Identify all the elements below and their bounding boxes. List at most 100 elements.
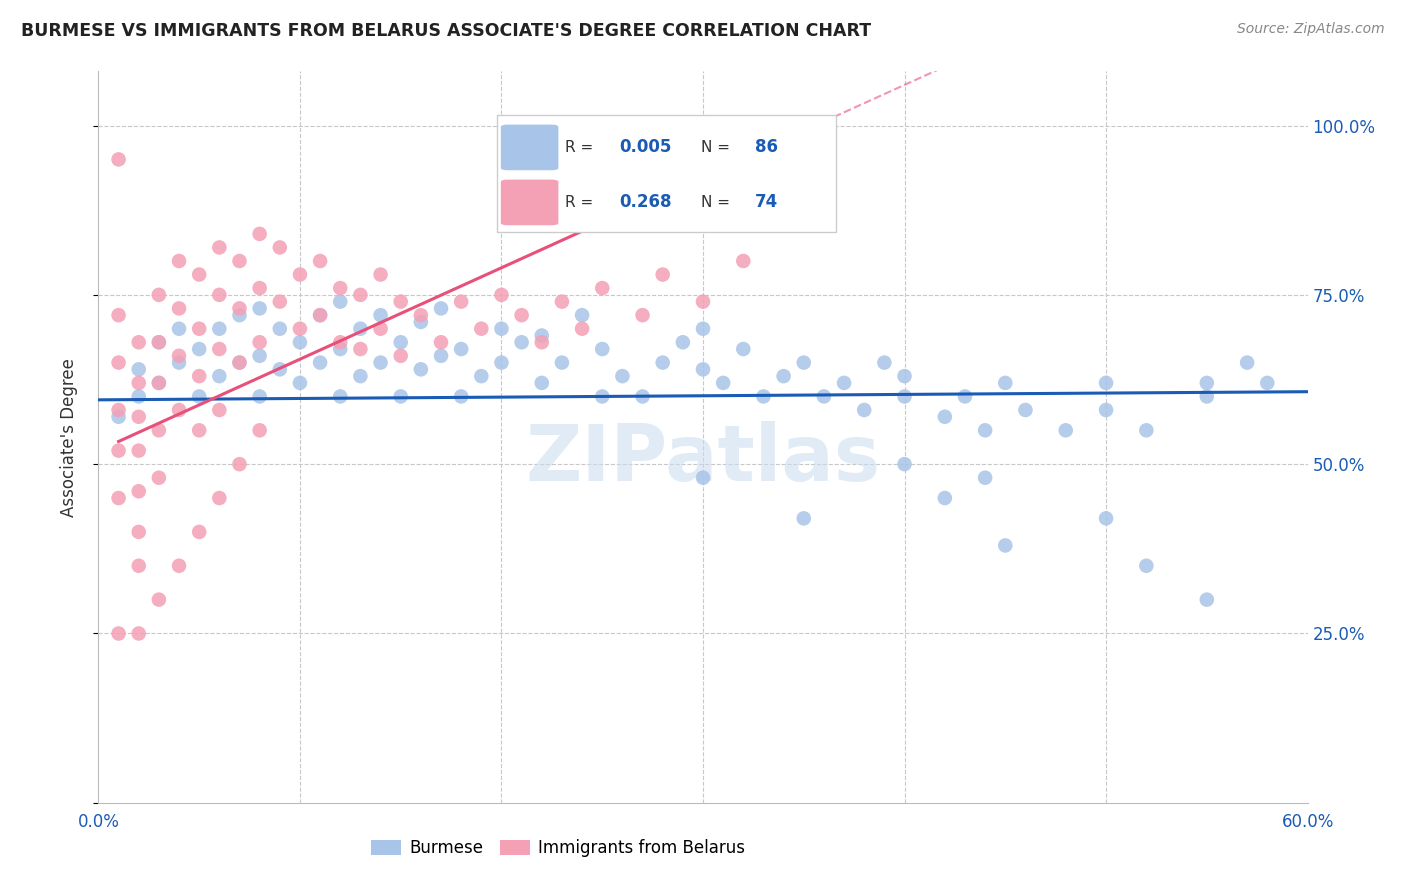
Point [329, 281, 352, 295]
Point [470, 369, 492, 384]
Point [551, 294, 574, 309]
Point [692, 362, 714, 376]
Point [249, 423, 271, 437]
Point [208, 403, 231, 417]
Point [208, 288, 231, 302]
Point [309, 308, 332, 322]
Point [733, 342, 755, 356]
Point [530, 328, 553, 343]
Point [491, 288, 513, 302]
Point [692, 471, 714, 485]
Point [450, 294, 472, 309]
Point [893, 457, 915, 471]
Point [510, 335, 533, 350]
Point [148, 471, 170, 485]
Point [208, 322, 231, 336]
Point [148, 376, 170, 390]
Point [107, 153, 129, 167]
Text: Source: ZipAtlas.com: Source: ZipAtlas.com [1237, 22, 1385, 37]
Point [530, 376, 553, 390]
Point [752, 389, 775, 403]
Point [269, 322, 291, 336]
Point [107, 626, 129, 640]
Point [853, 403, 876, 417]
Point [208, 369, 231, 384]
Point [309, 308, 332, 322]
Point [1195, 592, 1218, 607]
Point [228, 254, 250, 268]
Point [167, 301, 190, 316]
Point [249, 227, 271, 241]
Point [692, 322, 714, 336]
Point [148, 335, 170, 350]
Point [832, 376, 855, 390]
Point [309, 254, 332, 268]
Point [1095, 403, 1118, 417]
Point [107, 308, 129, 322]
Point [772, 369, 794, 384]
Point [288, 322, 311, 336]
Point [450, 389, 472, 403]
Point [1135, 558, 1157, 573]
Point [389, 335, 412, 350]
Point [128, 626, 150, 640]
Point [349, 288, 371, 302]
Point [591, 281, 613, 295]
Point [450, 342, 472, 356]
Point [329, 335, 352, 350]
Point [430, 301, 453, 316]
Point [107, 491, 129, 505]
Point [1095, 376, 1118, 390]
Point [974, 471, 997, 485]
Point [107, 355, 129, 369]
Point [571, 308, 593, 322]
Point [167, 403, 190, 417]
Point [409, 362, 432, 376]
Point [389, 294, 412, 309]
Point [208, 342, 231, 356]
Point [813, 389, 835, 403]
Point [188, 389, 211, 403]
Point [430, 335, 453, 350]
Point [228, 355, 250, 369]
Point [128, 443, 150, 458]
Legend: Burmese, Immigrants from Belarus: Burmese, Immigrants from Belarus [364, 832, 752, 864]
Point [249, 389, 271, 403]
Point [1195, 376, 1218, 390]
Point [974, 423, 997, 437]
Point [148, 423, 170, 437]
Point [148, 376, 170, 390]
Point [994, 538, 1017, 552]
Point [389, 349, 412, 363]
Point [631, 389, 654, 403]
Point [1135, 423, 1157, 437]
Point [167, 254, 190, 268]
Point [651, 268, 673, 282]
Point [612, 369, 634, 384]
Point [370, 355, 392, 369]
Point [953, 389, 976, 403]
Point [128, 362, 150, 376]
Point [1014, 403, 1036, 417]
Point [329, 294, 352, 309]
Point [249, 281, 271, 295]
Point [994, 376, 1017, 390]
Point [510, 308, 533, 322]
Point [1236, 355, 1258, 369]
Point [148, 592, 170, 607]
Point [651, 355, 673, 369]
Point [409, 308, 432, 322]
Point [389, 389, 412, 403]
Point [470, 322, 492, 336]
Point [571, 322, 593, 336]
Point [349, 369, 371, 384]
Point [934, 409, 956, 424]
Point [228, 457, 250, 471]
Point [167, 322, 190, 336]
Point [128, 484, 150, 499]
Point [733, 254, 755, 268]
Point [208, 240, 231, 254]
Point [128, 335, 150, 350]
Point [672, 335, 695, 350]
Point [269, 362, 291, 376]
